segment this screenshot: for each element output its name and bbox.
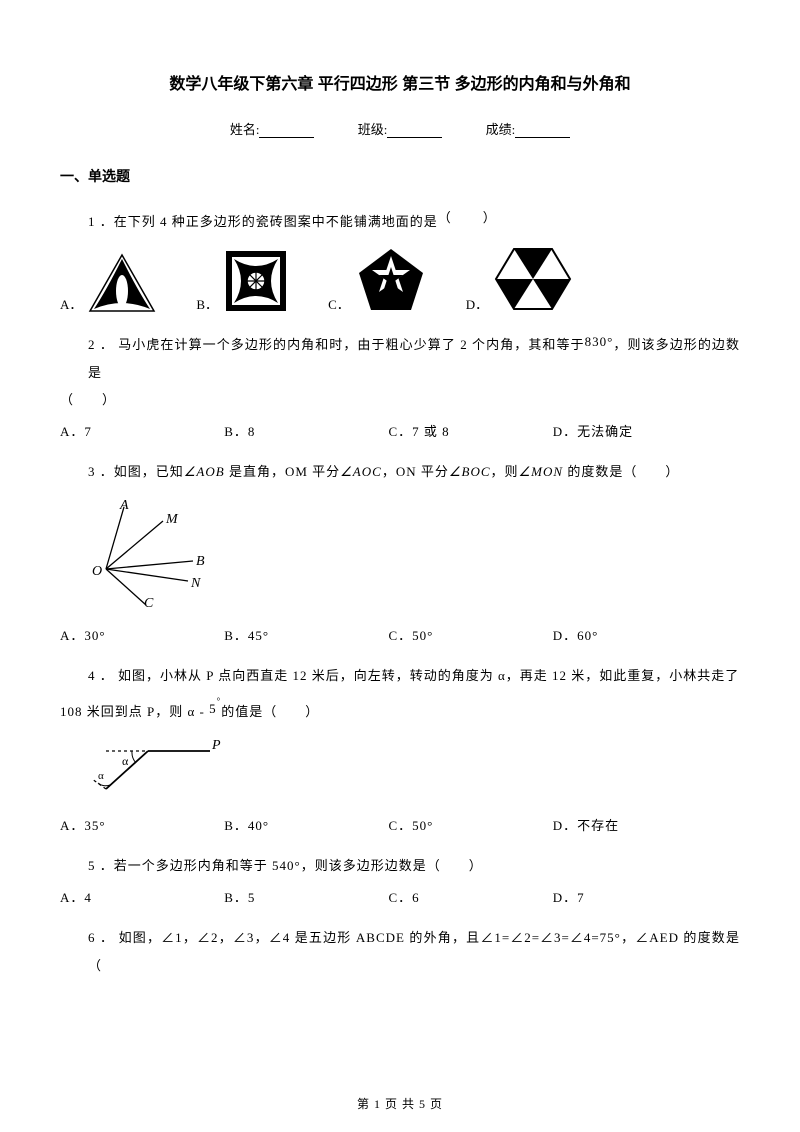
q4-opt-b: B．40° — [224, 815, 384, 834]
fig-label-n: N — [190, 576, 201, 591]
score-blank — [515, 124, 570, 138]
fig-label-b: B — [196, 554, 205, 569]
q2-opt-a: A．7 — [60, 421, 220, 440]
q2-opt-b: B．8 — [224, 421, 384, 440]
q4-line2: 108 米回到点 P，则 α - 5°的值是（ ） — [60, 698, 740, 725]
score-label: 成绩: — [486, 122, 516, 137]
q1-text: 1 ．在下列 4 种正多边形的瓷砖图案中不能铺满地面的是（ ） — [88, 208, 740, 235]
q4-text: 4 ． 如图，小林从 P 点向西直走 12 米后，向左转，转动的角度为 α，再走… — [60, 662, 740, 689]
q3-opt-c: C．50° — [389, 625, 549, 644]
q4-opt-c: C．50° — [389, 815, 549, 834]
q3-a: 3 ．如图，已知 — [88, 464, 184, 479]
q4-line1: 4 ． 如图，小林从 P 点向西直走 12 米后，向左转，转动的角度为 α，再走… — [88, 668, 739, 683]
q4-l2b: 的值是（ ） — [221, 704, 319, 719]
q4-options: A．35° B．40° C．50° D．不存在 — [60, 815, 740, 834]
q3-ang1: ∠AOB — [184, 464, 225, 479]
class-blank — [387, 124, 442, 138]
fig-alpha-1: α — [122, 754, 129, 768]
page-title: 数学八年级下第六章 平行四边形 第三节 多边形的内角和与外角和 — [60, 70, 740, 94]
q1-a-label: A． — [60, 294, 82, 313]
q4-l2a: 108 米回到点 P，则 α - — [60, 704, 209, 719]
fig-label-o: O — [92, 564, 102, 579]
q4-opt-a: A．35° — [60, 815, 220, 834]
q1-opt-a: A． — [60, 253, 156, 313]
q1-paren: （ ） — [438, 210, 498, 225]
q2-paren: （ ） — [60, 392, 116, 407]
q4-deg: ° — [217, 696, 222, 706]
meta-row: 姓名: 班级: 成绩: — [60, 119, 740, 138]
q2-stem-a: 2 ． 马小虎在计算一个多边形的内角和时，由于粗心少算了 2 个内角，其和等于 — [88, 337, 585, 352]
q5-opt-b: B．5 — [224, 887, 384, 906]
q3-ang4: ∠MON — [519, 464, 564, 479]
fig-label-p: P — [211, 739, 221, 753]
angle-diagram-icon: A M B N O C — [88, 499, 218, 609]
fig-label-m: M — [165, 512, 179, 527]
q1-opt-b: B． — [196, 249, 288, 313]
page-footer: 第 1 页 共 5 页 — [0, 1095, 800, 1112]
q2-text: 2 ． 马小虎在计算一个多边形的内角和时，由于粗心少算了 2 个内角，其和等于8… — [60, 331, 740, 413]
q3-opt-a: A．30° — [60, 625, 220, 644]
q3-text: 3 ．如图，已知∠AOB 是直角，OM 平分∠AOC，ON 平分∠BOC，则∠M… — [88, 458, 740, 485]
name-label: 姓名: — [230, 122, 260, 137]
q2-options: A．7 B．8 C．7 或 8 D．无法确定 — [60, 421, 740, 440]
q1-d-label: D． — [466, 294, 488, 313]
q5-opt-c: C．6 — [389, 887, 549, 906]
class-label: 班级: — [358, 122, 388, 137]
q4-five: 5 — [209, 701, 217, 716]
q2-opt-d: D．无法确定 — [553, 421, 633, 440]
section-heading: 一、单选题 — [60, 166, 740, 186]
q6-text: 6 ． 如图，∠1，∠2，∠3，∠4 是五边形 ABCDE 的外角，且∠1=∠2… — [60, 924, 740, 979]
q3-e: 的度数是（ ） — [563, 464, 679, 479]
q3-figure: A M B N O C — [88, 499, 740, 613]
q4-figure: α α P — [88, 739, 740, 803]
hexagon-tile-icon — [494, 245, 572, 313]
q3-opt-b: B．45° — [224, 625, 384, 644]
q1-opt-d: D． — [466, 245, 572, 313]
triangle-tile-icon — [88, 253, 156, 313]
q2-value: 830° — [585, 334, 614, 349]
q1-c-label: C． — [328, 294, 350, 313]
fig-alpha-2: α — [98, 770, 104, 782]
q3-options: A．30° B．45° C．50° D．60° — [60, 625, 740, 644]
q1-b-label: B． — [196, 294, 218, 313]
q3-c: ，ON 平分 — [382, 464, 449, 479]
fig-label-a: A — [119, 499, 129, 513]
q5-options: A．4 B．5 C．6 D．7 — [60, 887, 740, 906]
q5-opt-d: D．7 — [553, 887, 585, 906]
fig-label-c: C — [144, 596, 154, 609]
q3-ang3: ∠BOC — [449, 464, 491, 479]
q3-ang2: ∠AOC — [340, 464, 382, 479]
pentagon-tile-icon — [356, 247, 426, 313]
q4-opt-d: D．不存在 — [553, 815, 619, 834]
q5-text: 5 ．若一个多边形内角和等于 540°，则该多边形边数是（ ） — [88, 852, 740, 879]
q3-opt-d: D．60° — [553, 625, 599, 644]
name-blank — [259, 124, 314, 138]
q1-stem: 1 ．在下列 4 种正多边形的瓷砖图案中不能铺满地面的是 — [88, 214, 438, 229]
q2-opt-c: C．7 或 8 — [389, 421, 549, 440]
q1-opt-c: C． — [328, 247, 426, 313]
square-tile-icon — [224, 249, 288, 313]
q3-b: 是直角，OM 平分 — [225, 464, 340, 479]
q1-options: A． B． C． D． — [60, 245, 740, 313]
walk-path-icon: α α P — [88, 739, 228, 799]
q3-d: ，则 — [491, 464, 519, 479]
q5-opt-a: A．4 — [60, 887, 220, 906]
